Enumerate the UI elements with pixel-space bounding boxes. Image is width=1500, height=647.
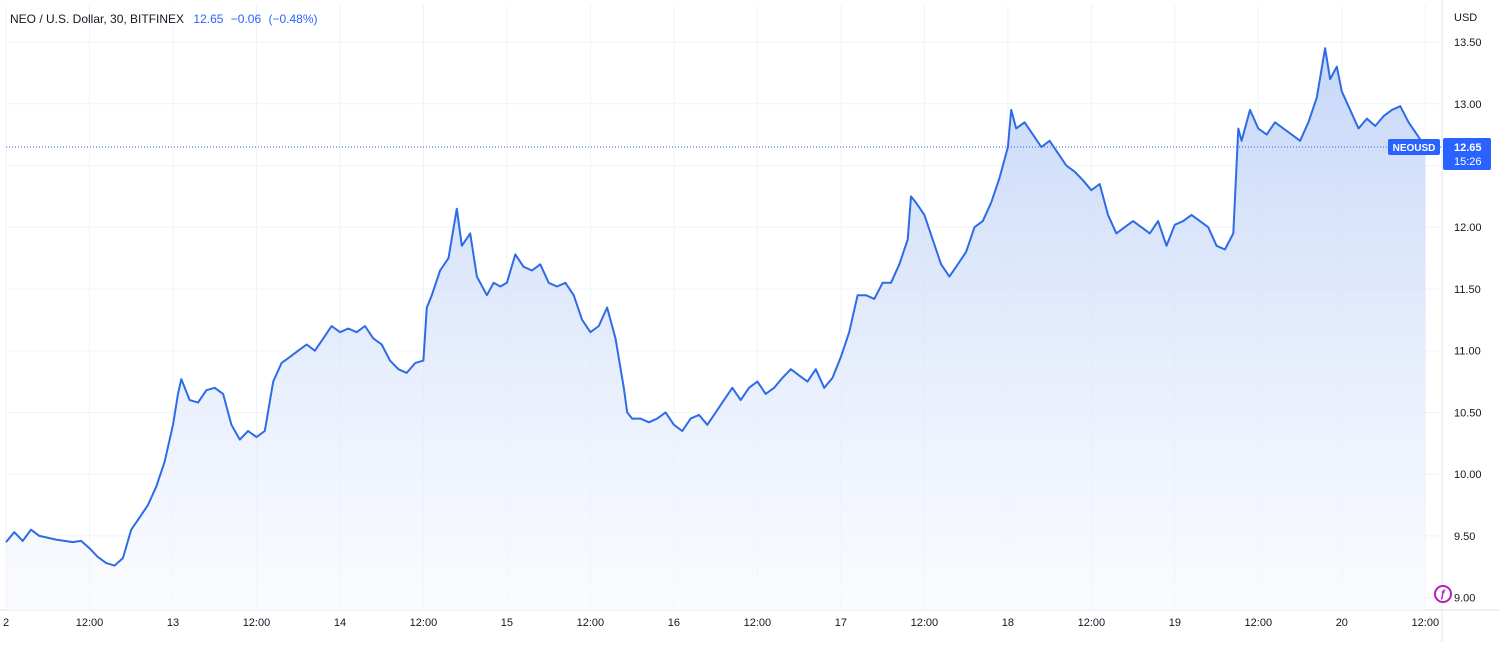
last-price-value: 12.65 <box>193 12 224 26</box>
x-tick-label: 14 <box>334 617 346 629</box>
price-line <box>5 47 1427 567</box>
x-tick-label: 12:00 <box>76 617 104 629</box>
price-area <box>6 48 1426 610</box>
y-tick-label: 13.50 <box>1454 37 1482 49</box>
x-tick-label: 12:00 <box>1245 617 1273 629</box>
x-tick-label: 12:00 <box>744 617 772 629</box>
x-tick-label: 12:00 <box>243 617 271 629</box>
y-tick-label: 12.00 <box>1454 222 1482 234</box>
tradingview-logo-icon[interactable]: ƒ <box>1434 585 1452 603</box>
y-tick-label: 10.00 <box>1454 469 1482 481</box>
price-label-bg <box>1443 137 1491 170</box>
y-tick-label: 11.00 <box>1454 346 1481 358</box>
price-line-path <box>5 47 1427 567</box>
ticker-label: NEOUSD <box>1393 143 1436 154</box>
bar-countdown: 15:26 <box>1454 156 1482 168</box>
x-tick-label: 12:00 <box>1078 617 1106 629</box>
price-axis[interactable]: 9.009.5010.0010.5011.0011.5012.0012.5013… <box>1454 37 1482 605</box>
x-tick-label: 16 <box>668 617 680 629</box>
chart-legend: NEO / U.S. Dollar, 30, BITFINEX 12.65 −0… <box>10 12 322 26</box>
y-tick-label: 9.50 <box>1454 531 1475 543</box>
x-tick-label: 12:00 <box>410 617 438 629</box>
x-tick-label: 17 <box>835 617 847 629</box>
change-percent-value: (−0.48%) <box>268 12 318 26</box>
x-tick-label: 18 <box>1002 617 1014 629</box>
price-area-fill <box>6 48 1426 610</box>
x-tick-label: 12:00 <box>577 617 605 629</box>
legend-values: 12.65 −0.06 (−0.48%) <box>193 12 321 26</box>
change-value: −0.06 <box>230 12 262 26</box>
y-tick-label: 9.00 <box>1454 593 1475 605</box>
time-axis[interactable]: 2 12:00 13 12:00 14 12:00 15 12:00 16 12:00 17 12:0… <box>3 617 1439 629</box>
y-tick-label: 11.50 <box>1454 284 1481 296</box>
x-tick-label: 12:00 <box>911 617 939 629</box>
symbol-title[interactable]: NEO / U.S. Dollar, 30, BITFINEX <box>10 12 185 26</box>
x-tick-label: 13 <box>167 617 179 629</box>
x-tick-label: 20 <box>1336 617 1348 629</box>
last-price-badge: NEOUSD 12.65 15:26 <box>1388 137 1491 170</box>
x-tick-label: 19 <box>1169 617 1181 629</box>
currency-label[interactable]: USD <box>1454 12 1478 24</box>
x-tick-label: 12:00 <box>1412 617 1440 629</box>
price-label: 12.65 <box>1454 142 1482 154</box>
ticker-label-bg <box>1388 138 1440 155</box>
x-tick-label: 15 <box>501 617 513 629</box>
y-tick-label: 10.50 <box>1454 407 1482 419</box>
y-tick-label: 13.00 <box>1454 99 1482 111</box>
x-tick-label: 2 <box>3 617 9 629</box>
